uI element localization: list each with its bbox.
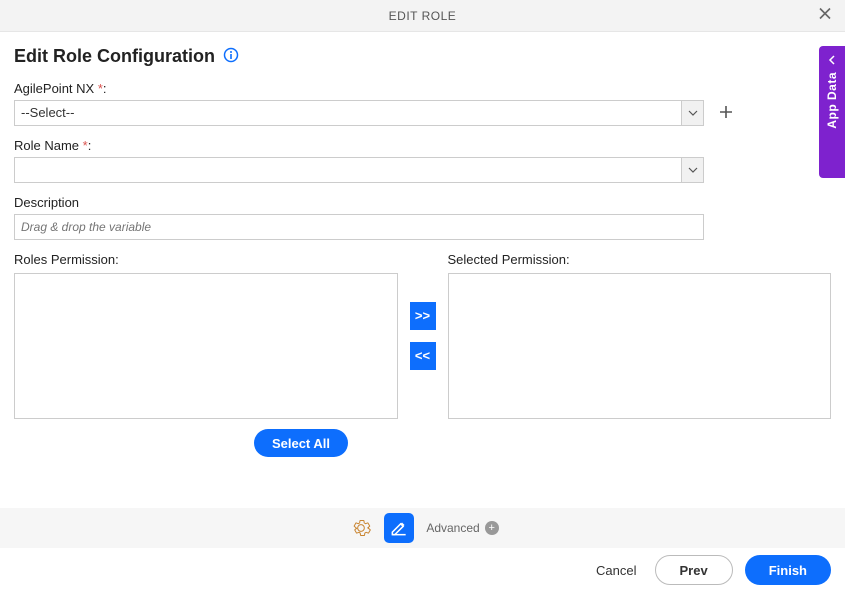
- rolename-select-value: [15, 158, 681, 182]
- move-right-button[interactable]: >>: [410, 302, 436, 330]
- roles-permission-column: Roles Permission:: [14, 252, 398, 419]
- advanced-toggle[interactable]: Advanced +: [426, 521, 498, 535]
- side-tab-label: App Data: [825, 72, 839, 129]
- move-left-button[interactable]: <<: [410, 342, 436, 370]
- selected-permission-column: Selected Permission:: [448, 252, 832, 419]
- edit-icon[interactable]: [384, 513, 414, 543]
- dialog-title: EDIT ROLE: [389, 9, 457, 23]
- finish-button[interactable]: Finish: [745, 555, 831, 585]
- agilepoint-field: AgilePoint NX *: --Select--: [14, 81, 831, 126]
- chevron-down-icon: [681, 101, 703, 125]
- select-all-button[interactable]: Select All: [254, 429, 348, 457]
- agilepoint-select-value: --Select--: [15, 101, 681, 125]
- required-marker: *: [98, 81, 103, 96]
- transfer-buttons: >> <<: [410, 252, 436, 419]
- bottom-toolbar: Advanced +: [0, 508, 845, 548]
- selected-permission-label: Selected Permission:: [448, 252, 832, 267]
- info-icon[interactable]: [223, 47, 239, 66]
- dialog-footer: Cancel Prev Finish: [0, 548, 845, 592]
- select-all-row: Select All: [14, 429, 348, 457]
- description-label: Description: [14, 195, 831, 210]
- plus-circle-icon: +: [485, 521, 499, 535]
- dialog-content: Edit Role Configuration AgilePoint NX *:…: [0, 32, 845, 457]
- chevron-down-icon: [681, 158, 703, 182]
- rolename-select[interactable]: [14, 157, 704, 183]
- required-marker: *: [83, 138, 88, 153]
- gear-icon[interactable]: [346, 513, 376, 543]
- page-title-row: Edit Role Configuration: [14, 46, 831, 67]
- chevron-left-icon: [827, 52, 837, 68]
- agilepoint-label: AgilePoint NX *:: [14, 81, 831, 96]
- dialog-header: EDIT ROLE: [0, 0, 845, 32]
- prev-button[interactable]: Prev: [655, 555, 733, 585]
- permissions-section: Roles Permission: >> << Selected Permiss…: [14, 252, 831, 419]
- rolename-label: Role Name *:: [14, 138, 831, 153]
- selected-permission-list[interactable]: [448, 273, 832, 419]
- roles-permission-list[interactable]: [14, 273, 398, 419]
- roles-permission-label: Roles Permission:: [14, 252, 398, 267]
- description-field: Description: [14, 195, 831, 240]
- close-icon[interactable]: [813, 0, 837, 31]
- agilepoint-select[interactable]: --Select--: [14, 100, 704, 126]
- app-data-side-tab[interactable]: App Data: [819, 46, 845, 178]
- rolename-field: Role Name *:: [14, 138, 831, 183]
- description-input[interactable]: [14, 214, 704, 240]
- page-title: Edit Role Configuration: [14, 46, 215, 67]
- add-icon[interactable]: [714, 102, 738, 124]
- cancel-button[interactable]: Cancel: [596, 563, 636, 578]
- advanced-label: Advanced: [426, 521, 479, 535]
